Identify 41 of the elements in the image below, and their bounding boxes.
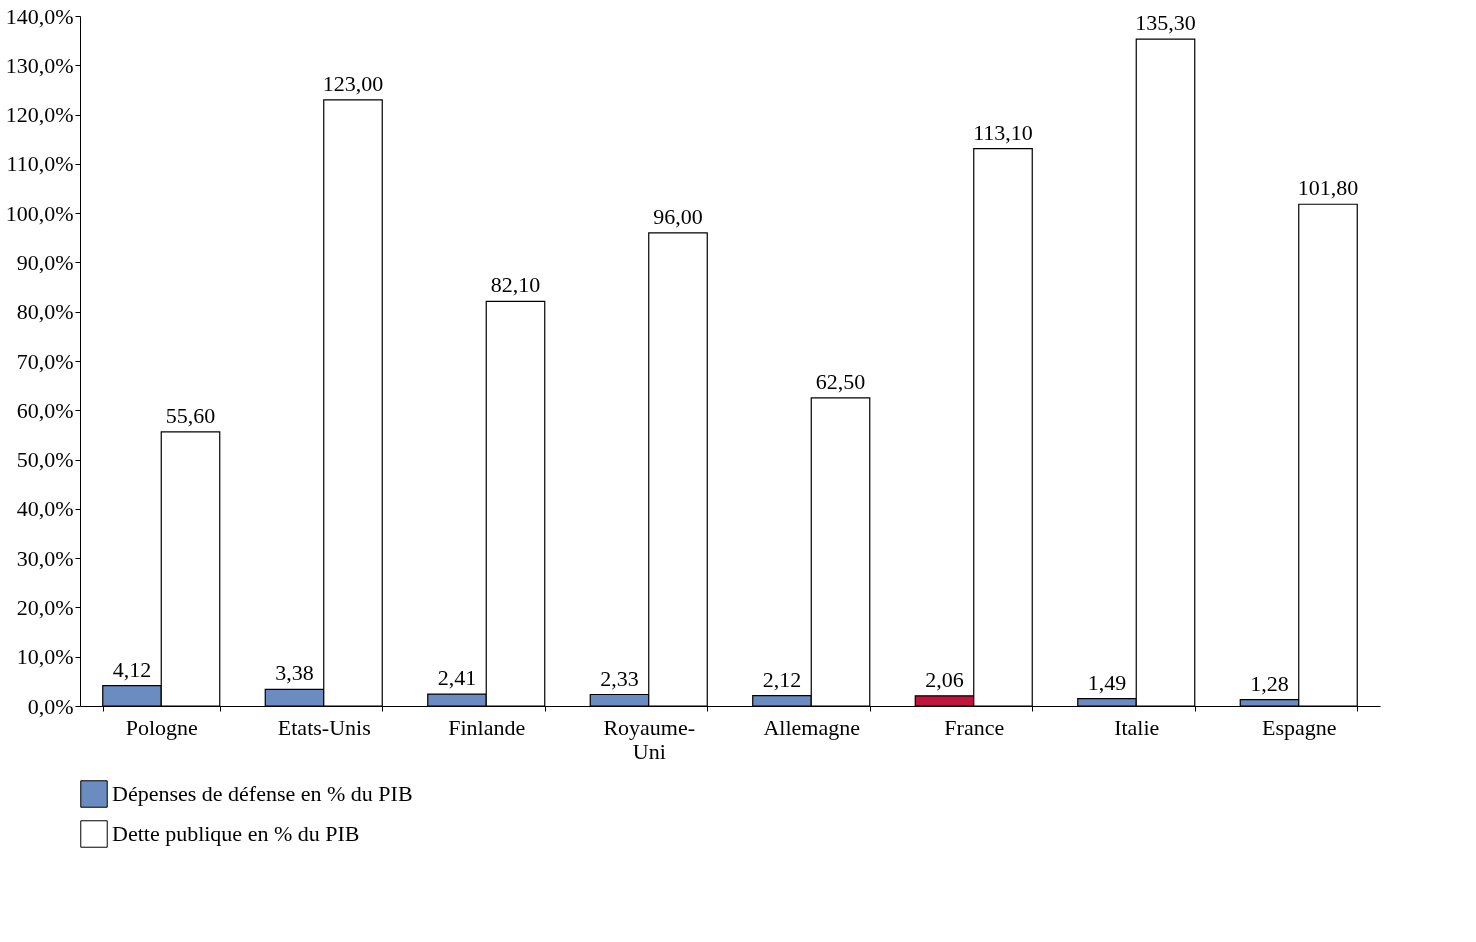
x-tick-label: Etats-Unis xyxy=(277,714,371,740)
data-label: 2,41 xyxy=(437,665,477,691)
y-tick-label: 100,0% xyxy=(5,200,74,226)
y-tick-label: 80,0% xyxy=(16,299,74,325)
data-label: 2,33 xyxy=(600,665,639,691)
y-tick-label: 60,0% xyxy=(16,397,74,423)
data-label: 1,28 xyxy=(1250,670,1289,696)
y-tick-label: 40,0% xyxy=(16,496,74,522)
x-tick-label: Allemagne xyxy=(763,714,861,740)
data-label: 2,12 xyxy=(762,666,802,692)
data-label: 135,30 xyxy=(1135,10,1196,36)
legend-label: Dette publique en % du PIB xyxy=(112,821,360,846)
data-label: 4,12 xyxy=(112,656,152,682)
y-tick-label: 30,0% xyxy=(16,545,74,571)
y-tick-label: 130,0% xyxy=(5,52,74,78)
data-label: 2,06 xyxy=(925,666,964,692)
y-tick-label: 90,0% xyxy=(16,249,74,275)
data-label: 96,00 xyxy=(653,203,703,229)
y-tick-label: 20,0% xyxy=(16,594,74,620)
y-tick-label: 10,0% xyxy=(16,644,74,670)
y-tick-label: 140,0% xyxy=(5,3,74,29)
data-label: 1,49 xyxy=(1087,669,1127,695)
data-label: 62,50 xyxy=(815,368,866,394)
y-tick-label: 50,0% xyxy=(16,447,74,473)
legend-label: Dépenses de défense en % du PIB xyxy=(112,781,413,806)
x-tick-label: Italie xyxy=(1114,714,1160,740)
x-tick-label: Espagne xyxy=(1261,714,1337,740)
y-tick-label: 0,0% xyxy=(27,693,74,719)
data-label: 3,38 xyxy=(275,660,314,686)
x-tick-label: Finlande xyxy=(448,714,526,740)
x-tick-label: Pologne xyxy=(125,714,198,740)
y-tick-label: 120,0% xyxy=(5,102,74,128)
data-label: 55,60 xyxy=(165,402,216,428)
data-label: 113,10 xyxy=(973,119,1033,145)
y-tick-label: 70,0% xyxy=(16,348,74,374)
data-label: 82,10 xyxy=(490,272,541,298)
y-tick-label: 110,0% xyxy=(6,151,74,177)
x-tick-label: Royaume-Uni xyxy=(603,714,696,764)
x-tick-label: France xyxy=(944,714,1005,740)
data-label: 123,00 xyxy=(322,70,384,96)
data-label: 101,80 xyxy=(1297,175,1359,201)
